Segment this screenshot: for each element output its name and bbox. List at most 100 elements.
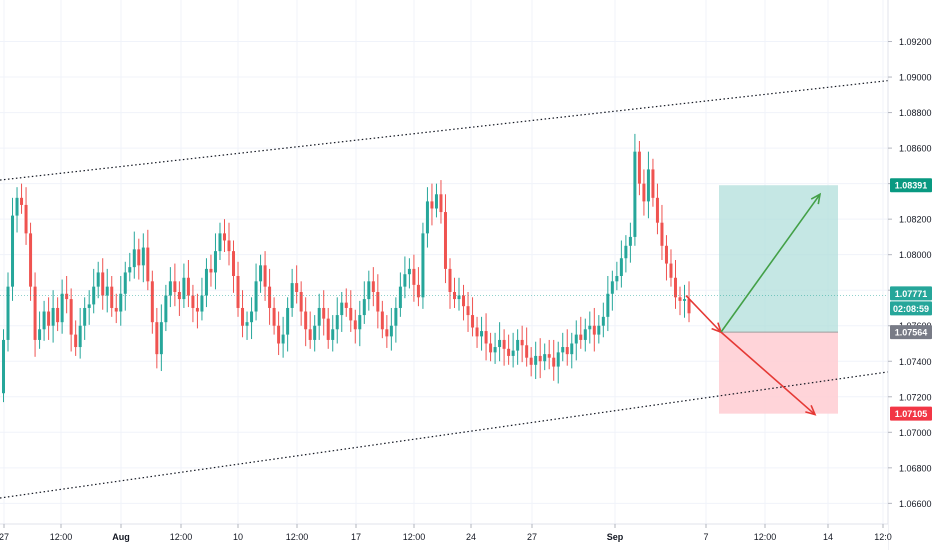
candle[interactable] xyxy=(322,307,326,319)
candle[interactable] xyxy=(543,354,547,362)
candle[interactable] xyxy=(87,304,91,308)
candle[interactable] xyxy=(462,295,466,307)
candle[interactable] xyxy=(547,354,551,358)
candle[interactable] xyxy=(204,268,208,296)
projection-arrow-down-1[interactable] xyxy=(685,294,722,333)
candle[interactable] xyxy=(457,295,461,300)
candle[interactable] xyxy=(592,325,596,335)
candle[interactable] xyxy=(331,329,335,340)
candle[interactable] xyxy=(664,245,668,264)
candle[interactable] xyxy=(597,325,601,335)
candle[interactable] xyxy=(489,343,493,353)
candle[interactable] xyxy=(538,355,542,362)
candle[interactable] xyxy=(425,201,429,234)
candle[interactable] xyxy=(367,281,371,300)
candle[interactable] xyxy=(33,286,37,340)
candle[interactable] xyxy=(146,247,150,282)
candle[interactable] xyxy=(588,325,592,330)
candle[interactable] xyxy=(232,251,236,276)
candle[interactable] xyxy=(579,334,583,340)
candle[interactable] xyxy=(6,286,10,340)
candle[interactable] xyxy=(637,151,641,184)
candle[interactable] xyxy=(326,318,330,340)
candle[interactable] xyxy=(358,315,362,330)
candle[interactable] xyxy=(570,343,574,355)
candle[interactable] xyxy=(47,311,51,326)
candle[interactable] xyxy=(83,307,87,326)
candle[interactable] xyxy=(376,291,380,312)
candle[interactable] xyxy=(683,299,687,301)
lower-channel-line[interactable] xyxy=(0,371,889,499)
candle[interactable] xyxy=(493,347,497,353)
candle[interactable] xyxy=(583,329,587,340)
candle[interactable] xyxy=(56,307,60,323)
candle[interactable] xyxy=(286,307,290,335)
candle[interactable] xyxy=(268,286,272,308)
candle[interactable] xyxy=(430,201,434,209)
candle[interactable] xyxy=(480,331,484,337)
candle[interactable] xyxy=(646,169,650,202)
candle[interactable] xyxy=(60,293,64,323)
candle[interactable] xyxy=(556,352,560,367)
candle[interactable] xyxy=(51,307,55,326)
candle[interactable] xyxy=(173,281,177,292)
candle[interactable] xyxy=(2,339,5,394)
candle[interactable] xyxy=(96,272,100,287)
candle[interactable] xyxy=(628,236,632,246)
candle[interactable] xyxy=(227,240,231,252)
candle[interactable] xyxy=(141,247,145,266)
candle[interactable] xyxy=(507,348,511,356)
candle[interactable] xyxy=(412,268,416,285)
candle[interactable] xyxy=(687,299,691,314)
candle[interactable] xyxy=(317,307,321,326)
candle[interactable] xyxy=(313,325,317,340)
candle[interactable] xyxy=(209,268,213,273)
candle[interactable] xyxy=(529,357,533,365)
candle[interactable] xyxy=(344,302,348,308)
candle[interactable] xyxy=(168,281,172,296)
candle[interactable] xyxy=(29,233,33,287)
candle[interactable] xyxy=(448,268,452,292)
candle[interactable] xyxy=(349,307,353,321)
candle[interactable] xyxy=(606,293,610,317)
projection-arrow-up[interactable] xyxy=(720,193,821,333)
candle[interactable] xyxy=(123,272,127,294)
candle[interactable] xyxy=(353,320,357,330)
candle[interactable] xyxy=(254,281,258,312)
candle[interactable] xyxy=(277,325,281,344)
candle[interactable] xyxy=(407,268,411,275)
candle[interactable] xyxy=(651,169,655,198)
candle[interactable] xyxy=(398,286,402,308)
candle[interactable] xyxy=(619,258,623,276)
candle[interactable] xyxy=(65,293,69,300)
candle[interactable] xyxy=(308,329,312,340)
loss-zone[interactable] xyxy=(719,332,838,414)
candle[interactable] xyxy=(241,307,245,326)
candle[interactable] xyxy=(669,263,673,278)
candle[interactable] xyxy=(471,315,475,328)
candle[interactable] xyxy=(660,222,664,246)
candle[interactable] xyxy=(11,215,15,287)
candle[interactable] xyxy=(191,295,195,308)
candle[interactable] xyxy=(304,311,308,330)
candle[interactable] xyxy=(642,183,646,202)
candle[interactable] xyxy=(272,307,276,326)
candle[interactable] xyxy=(380,311,384,330)
candle[interactable] xyxy=(601,316,605,326)
candle[interactable] xyxy=(434,194,438,209)
candle[interactable] xyxy=(222,233,226,241)
candle[interactable] xyxy=(236,275,240,308)
candle[interactable] xyxy=(633,151,637,237)
candle[interactable] xyxy=(69,299,73,335)
candle[interactable] xyxy=(186,277,190,296)
candle[interactable] xyxy=(362,299,366,316)
candle[interactable] xyxy=(263,265,267,287)
price-axis[interactable] xyxy=(888,0,932,550)
candle[interactable] xyxy=(371,281,375,292)
candle[interactable] xyxy=(502,339,506,349)
candle[interactable] xyxy=(385,329,389,337)
candle[interactable] xyxy=(101,272,105,296)
candle[interactable] xyxy=(164,295,168,323)
